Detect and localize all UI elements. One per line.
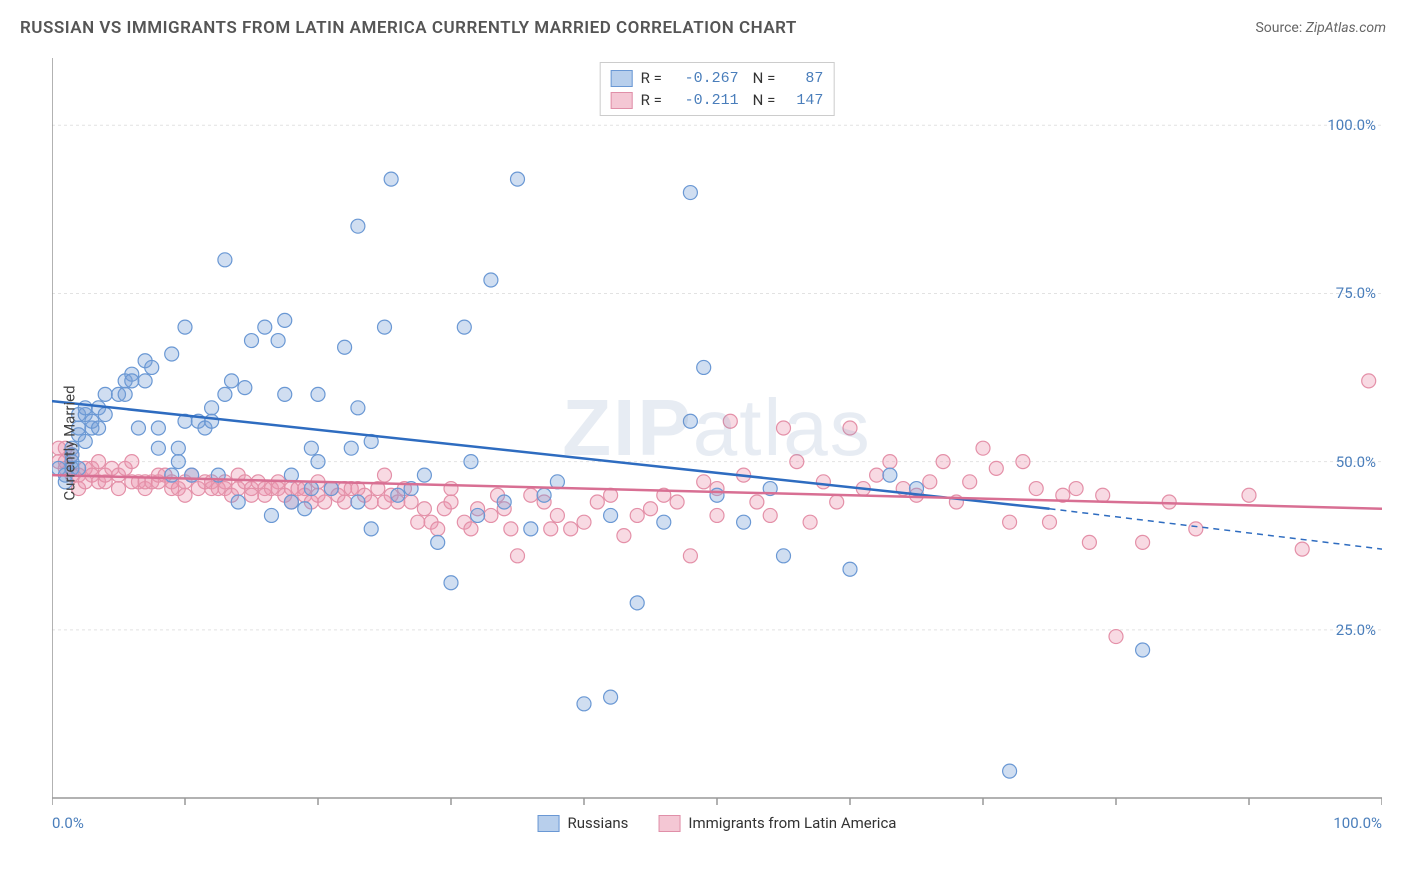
- r-value-pink: -0.211: [679, 92, 739, 109]
- source-attribution: Source: ZipAtlas.com: [1255, 20, 1386, 36]
- x-axis-min-label: 0.0%: [52, 814, 84, 832]
- y-tick-label: 25.0%: [1336, 621, 1376, 639]
- n-label: N =: [753, 69, 776, 87]
- swatch-pink: [658, 815, 680, 832]
- legend-item-pink: Immigrants from Latin America: [658, 814, 896, 832]
- stats-legend: R = -0.267 N = 87 R = -0.211 N = 147: [600, 62, 835, 116]
- legend-item-blue: Russians: [538, 814, 629, 832]
- swatch-pink: [611, 92, 633, 109]
- n-label: N =: [753, 91, 776, 109]
- n-value-pink: 147: [783, 92, 823, 109]
- swatch-blue: [538, 815, 560, 832]
- r-label: R =: [641, 69, 671, 87]
- series-legend: Russians Immigrants from Latin America: [538, 814, 897, 832]
- r-value-blue: -0.267: [679, 70, 739, 87]
- legend-label-blue: Russians: [568, 814, 629, 832]
- chart-container: Currently Married ZIPatlas R = -0.267 N …: [52, 58, 1382, 828]
- scatter-plot: [52, 58, 1382, 828]
- y-tick-label: 75.0%: [1336, 284, 1376, 302]
- y-axis-label: Currently Married: [61, 385, 79, 500]
- stats-legend-row-pink: R = -0.211 N = 147: [611, 89, 824, 111]
- legend-label-pink: Immigrants from Latin America: [688, 814, 896, 832]
- source-value: ZipAtlas.com: [1306, 20, 1386, 36]
- y-tick-label: 100.0%: [1327, 116, 1376, 134]
- stats-legend-row-blue: R = -0.267 N = 87: [611, 67, 824, 89]
- y-tick-label: 50.0%: [1336, 453, 1376, 471]
- n-value-blue: 87: [783, 70, 823, 87]
- swatch-blue: [611, 70, 633, 87]
- x-axis-max-label: 100.0%: [1333, 814, 1382, 832]
- chart-title: RUSSIAN VS IMMIGRANTS FROM LATIN AMERICA…: [20, 18, 797, 38]
- source-label: Source:: [1255, 20, 1305, 36]
- r-label: R =: [641, 91, 671, 109]
